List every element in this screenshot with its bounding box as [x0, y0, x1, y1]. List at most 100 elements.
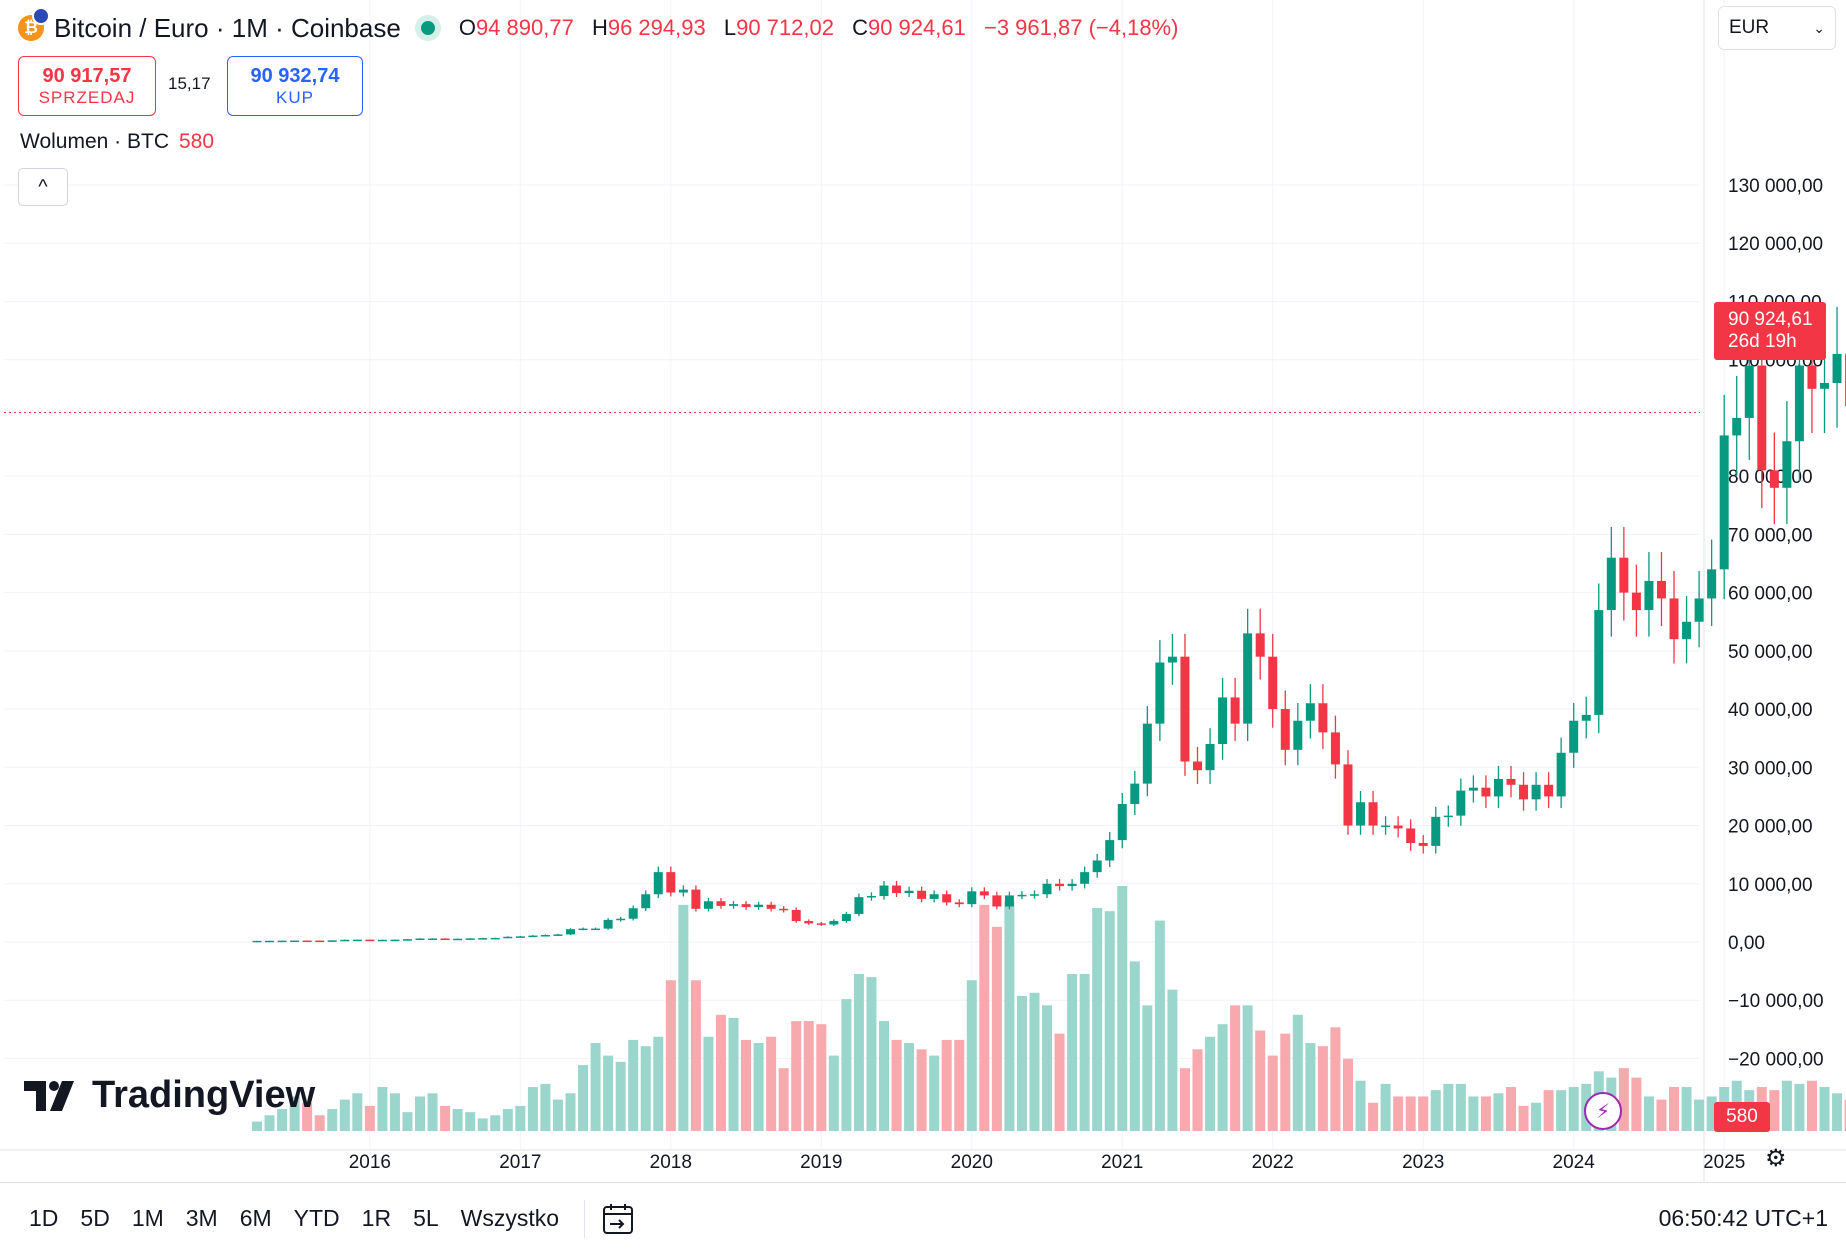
volume-bar — [1129, 961, 1140, 1131]
volume-bar — [1280, 1033, 1291, 1131]
candle-body — [1167, 656, 1177, 663]
volume-bar — [1430, 1090, 1441, 1131]
volume-bar — [552, 1099, 563, 1131]
volume-bar — [891, 1039, 902, 1131]
volume-bar — [703, 1036, 714, 1131]
volume-bar — [490, 1115, 501, 1131]
volume-bar — [954, 1039, 965, 1131]
volume-bar — [941, 1039, 952, 1131]
sell-price: 90 917,57 — [42, 64, 132, 87]
y-tick-label: 70 000,00 — [1728, 525, 1813, 546]
x-tick-label: 2018 — [650, 1152, 692, 1173]
clock[interactable]: 06:50:42 UTC+1 — [1658, 1205, 1828, 1231]
candle-body — [741, 904, 751, 908]
volume-bar — [1217, 1024, 1228, 1131]
volume-bar — [415, 1096, 426, 1131]
x-tick-label: 2022 — [1252, 1152, 1294, 1173]
bolt-icon[interactable]: ⚡ — [1584, 1092, 1622, 1130]
timeframe-5l[interactable]: 5L — [413, 1205, 439, 1231]
timeframe-ytd[interactable]: YTD — [293, 1205, 340, 1231]
candle-body — [1644, 580, 1654, 611]
candle-body — [603, 919, 613, 929]
candle-body — [1017, 894, 1027, 897]
candle-body — [315, 940, 325, 943]
candle-body — [1581, 714, 1591, 721]
currency-select[interactable]: EUR ⌄ — [1718, 6, 1836, 50]
volume-bar — [916, 1049, 927, 1131]
timeframe-1d[interactable]: 1D — [29, 1205, 59, 1231]
candle-body — [553, 934, 563, 936]
volume-bar — [565, 1093, 576, 1131]
candle-body — [578, 928, 588, 931]
timeframe-all[interactable]: Wszystko — [460, 1205, 560, 1231]
volume-bar — [1506, 1087, 1516, 1131]
collapse-legend-button[interactable]: ^ — [18, 168, 68, 206]
candle-body — [1180, 656, 1190, 762]
volume-bar — [1556, 1090, 1567, 1131]
buy-price: 90 932,74 — [250, 64, 340, 87]
symbol-title[interactable]: Bitcoin / Euro · 1M · Coinbase — [54, 12, 401, 43]
candle-body — [1004, 895, 1014, 907]
market-status-icon[interactable] — [420, 21, 435, 35]
candle-body — [1619, 557, 1629, 593]
candle-body — [277, 940, 287, 943]
candle-body — [1569, 720, 1579, 753]
timeframe-6m[interactable]: 6M — [239, 1205, 272, 1231]
volume-bar — [302, 1102, 313, 1131]
volume-bar — [1656, 1099, 1667, 1131]
candle-body — [390, 939, 400, 942]
volume-bar — [1154, 920, 1165, 1131]
volume-bar — [1368, 1102, 1379, 1131]
volume-bar — [1832, 1093, 1843, 1131]
chevron-up-icon: ^ — [38, 175, 48, 198]
volume-bar — [841, 999, 852, 1131]
volume-bar — [640, 1046, 651, 1131]
candle-body — [1468, 787, 1478, 791]
timeframe-3m[interactable]: 3M — [185, 1205, 218, 1231]
volume-bar — [1643, 1096, 1654, 1131]
timeframe-1r[interactable]: 1R — [361, 1205, 392, 1231]
candle-body — [327, 940, 337, 942]
y-tick-label: 10 000,00 — [1728, 875, 1813, 896]
tradingview-logo-text: TradingView — [92, 1074, 316, 1116]
timeframe-5d[interactable]: 5D — [80, 1205, 110, 1231]
volume-bar — [1518, 1105, 1529, 1131]
candle-body — [415, 938, 425, 941]
goto-date-icon[interactable] — [601, 1202, 635, 1236]
candle-body — [302, 940, 312, 943]
timeframe-1m[interactable]: 1M — [131, 1205, 164, 1231]
gear-icon[interactable]: ⚙ — [1765, 1144, 1787, 1173]
candle-body — [1506, 778, 1516, 785]
volume-bar — [515, 1105, 526, 1131]
volume-bar — [728, 1017, 739, 1131]
candle-body — [641, 894, 651, 909]
candle-body — [1682, 621, 1692, 640]
tradingview-logo[interactable]: TradingView — [24, 1074, 315, 1117]
volume-bar — [1317, 1046, 1328, 1131]
volume-bar — [1669, 1087, 1680, 1131]
sell-button[interactable]: 90 917,57 SPRZEDAJ — [18, 56, 156, 116]
volume-bar — [465, 1112, 476, 1131]
candle-body — [829, 921, 839, 925]
buy-button[interactable]: 90 932,74 KUP — [227, 56, 363, 116]
volume-bar — [904, 1043, 915, 1131]
volume-bar — [1042, 1005, 1053, 1131]
candle-body — [340, 939, 350, 942]
candle-body — [1130, 783, 1140, 804]
volume-legend[interactable]: Wolumen · BTC 580 — [20, 130, 214, 154]
volume-bar — [1342, 1058, 1353, 1131]
symbol-header[interactable]: ₿ Bitcoin / Euro · 1M · Coinbase O94 890… — [18, 7, 1178, 48]
ohlc-h-label: H — [591, 15, 608, 40]
candle-body — [866, 895, 876, 898]
candle-body — [616, 918, 626, 921]
y-tick-label: −10 000,00 — [1728, 991, 1824, 1012]
volume-bar — [665, 980, 676, 1131]
volume-bar — [1292, 1014, 1303, 1131]
candle-body — [252, 940, 262, 943]
candle-body — [515, 936, 525, 938]
candle-body — [804, 921, 814, 924]
candle-body — [1055, 883, 1065, 887]
volume-bar — [1079, 973, 1090, 1131]
candle-body — [917, 890, 927, 899]
